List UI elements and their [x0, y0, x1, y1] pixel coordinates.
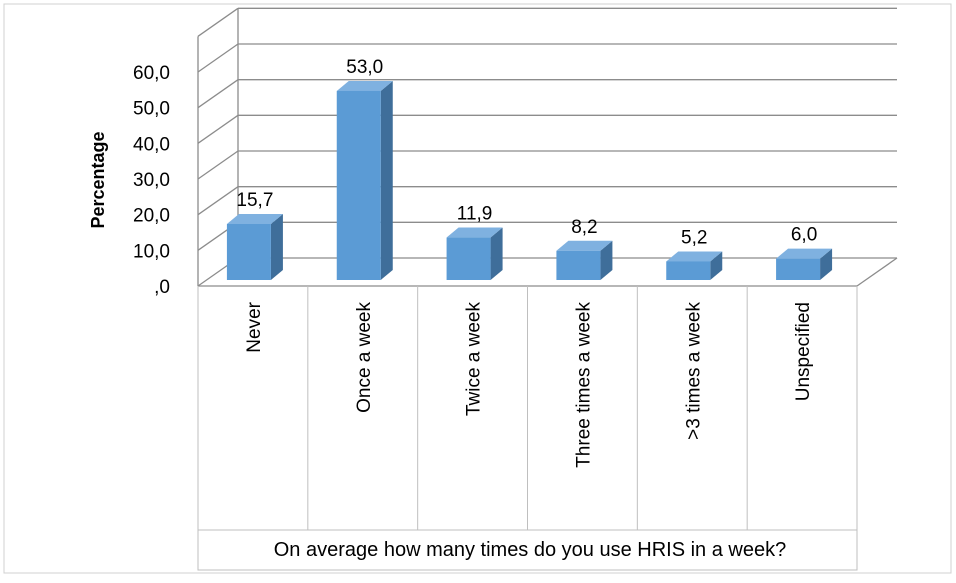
y-tick-label: 30,0 [133, 170, 170, 191]
bar-top [446, 227, 503, 238]
bar [556, 250, 601, 280]
category-label: Never [244, 301, 265, 352]
bar-side [820, 248, 833, 280]
data-label: 11,9 [457, 204, 493, 225]
x-axis-title: On average how many times do you use HRI… [274, 539, 786, 561]
bar-side [600, 240, 613, 280]
data-labels: 15,7 53,0 11,9 8,2 5,2 6,0 [236, 57, 817, 248]
bar-top [336, 80, 393, 91]
data-label: 5,2 [681, 227, 707, 248]
data-label: 6,0 [791, 225, 817, 246]
bar [666, 261, 711, 280]
gridline-side [197, 150, 239, 180]
y-tick-label: ,0 [154, 277, 170, 298]
bar-side [710, 251, 723, 280]
bar-top [776, 248, 833, 259]
category-axis: Never Once a week Twice a week Three times … [197, 286, 858, 571]
y-tick-label: 50,0 [133, 99, 170, 120]
category-label: >3 times a week [683, 302, 704, 440]
bar-side [380, 80, 393, 280]
bar-top [226, 214, 283, 225]
category-label: Unspecified [793, 302, 814, 401]
chart-border [3, 3, 952, 574]
y-tick-label: 40,0 [133, 134, 170, 155]
x-axis-title-box [197, 529, 858, 571]
data-label: 53,0 [346, 57, 383, 78]
gridline-side [197, 186, 239, 216]
bar-top [666, 251, 723, 262]
y-tick-label: 60,0 [133, 63, 170, 84]
bar-side [270, 214, 283, 280]
category-label: Three times a week [573, 302, 594, 468]
bars [226, 80, 833, 280]
gridline-side [197, 7, 239, 37]
bar [446, 237, 491, 280]
bar [336, 90, 381, 280]
gridline-side [197, 114, 239, 144]
bar [226, 224, 271, 280]
data-label: 8,2 [571, 217, 597, 238]
data-label: 15,7 [236, 190, 273, 211]
bar-side [490, 227, 503, 280]
y-tick-label: 20,0 [133, 206, 170, 227]
floor-right-edge [856, 257, 898, 287]
category-label: Twice a week [464, 302, 485, 417]
y-tick-label: 10,0 [133, 241, 170, 262]
bar-top [556, 240, 613, 251]
y-axis-ticks: ,0 10,0 20,0 30,0 40,0 50,0 60,0 [133, 63, 170, 298]
gridline-side [197, 79, 239, 109]
bar [776, 258, 821, 280]
category-label: Once a week [354, 302, 375, 413]
y-axis-title: Percentage [88, 131, 108, 228]
gridline-side [197, 43, 239, 73]
